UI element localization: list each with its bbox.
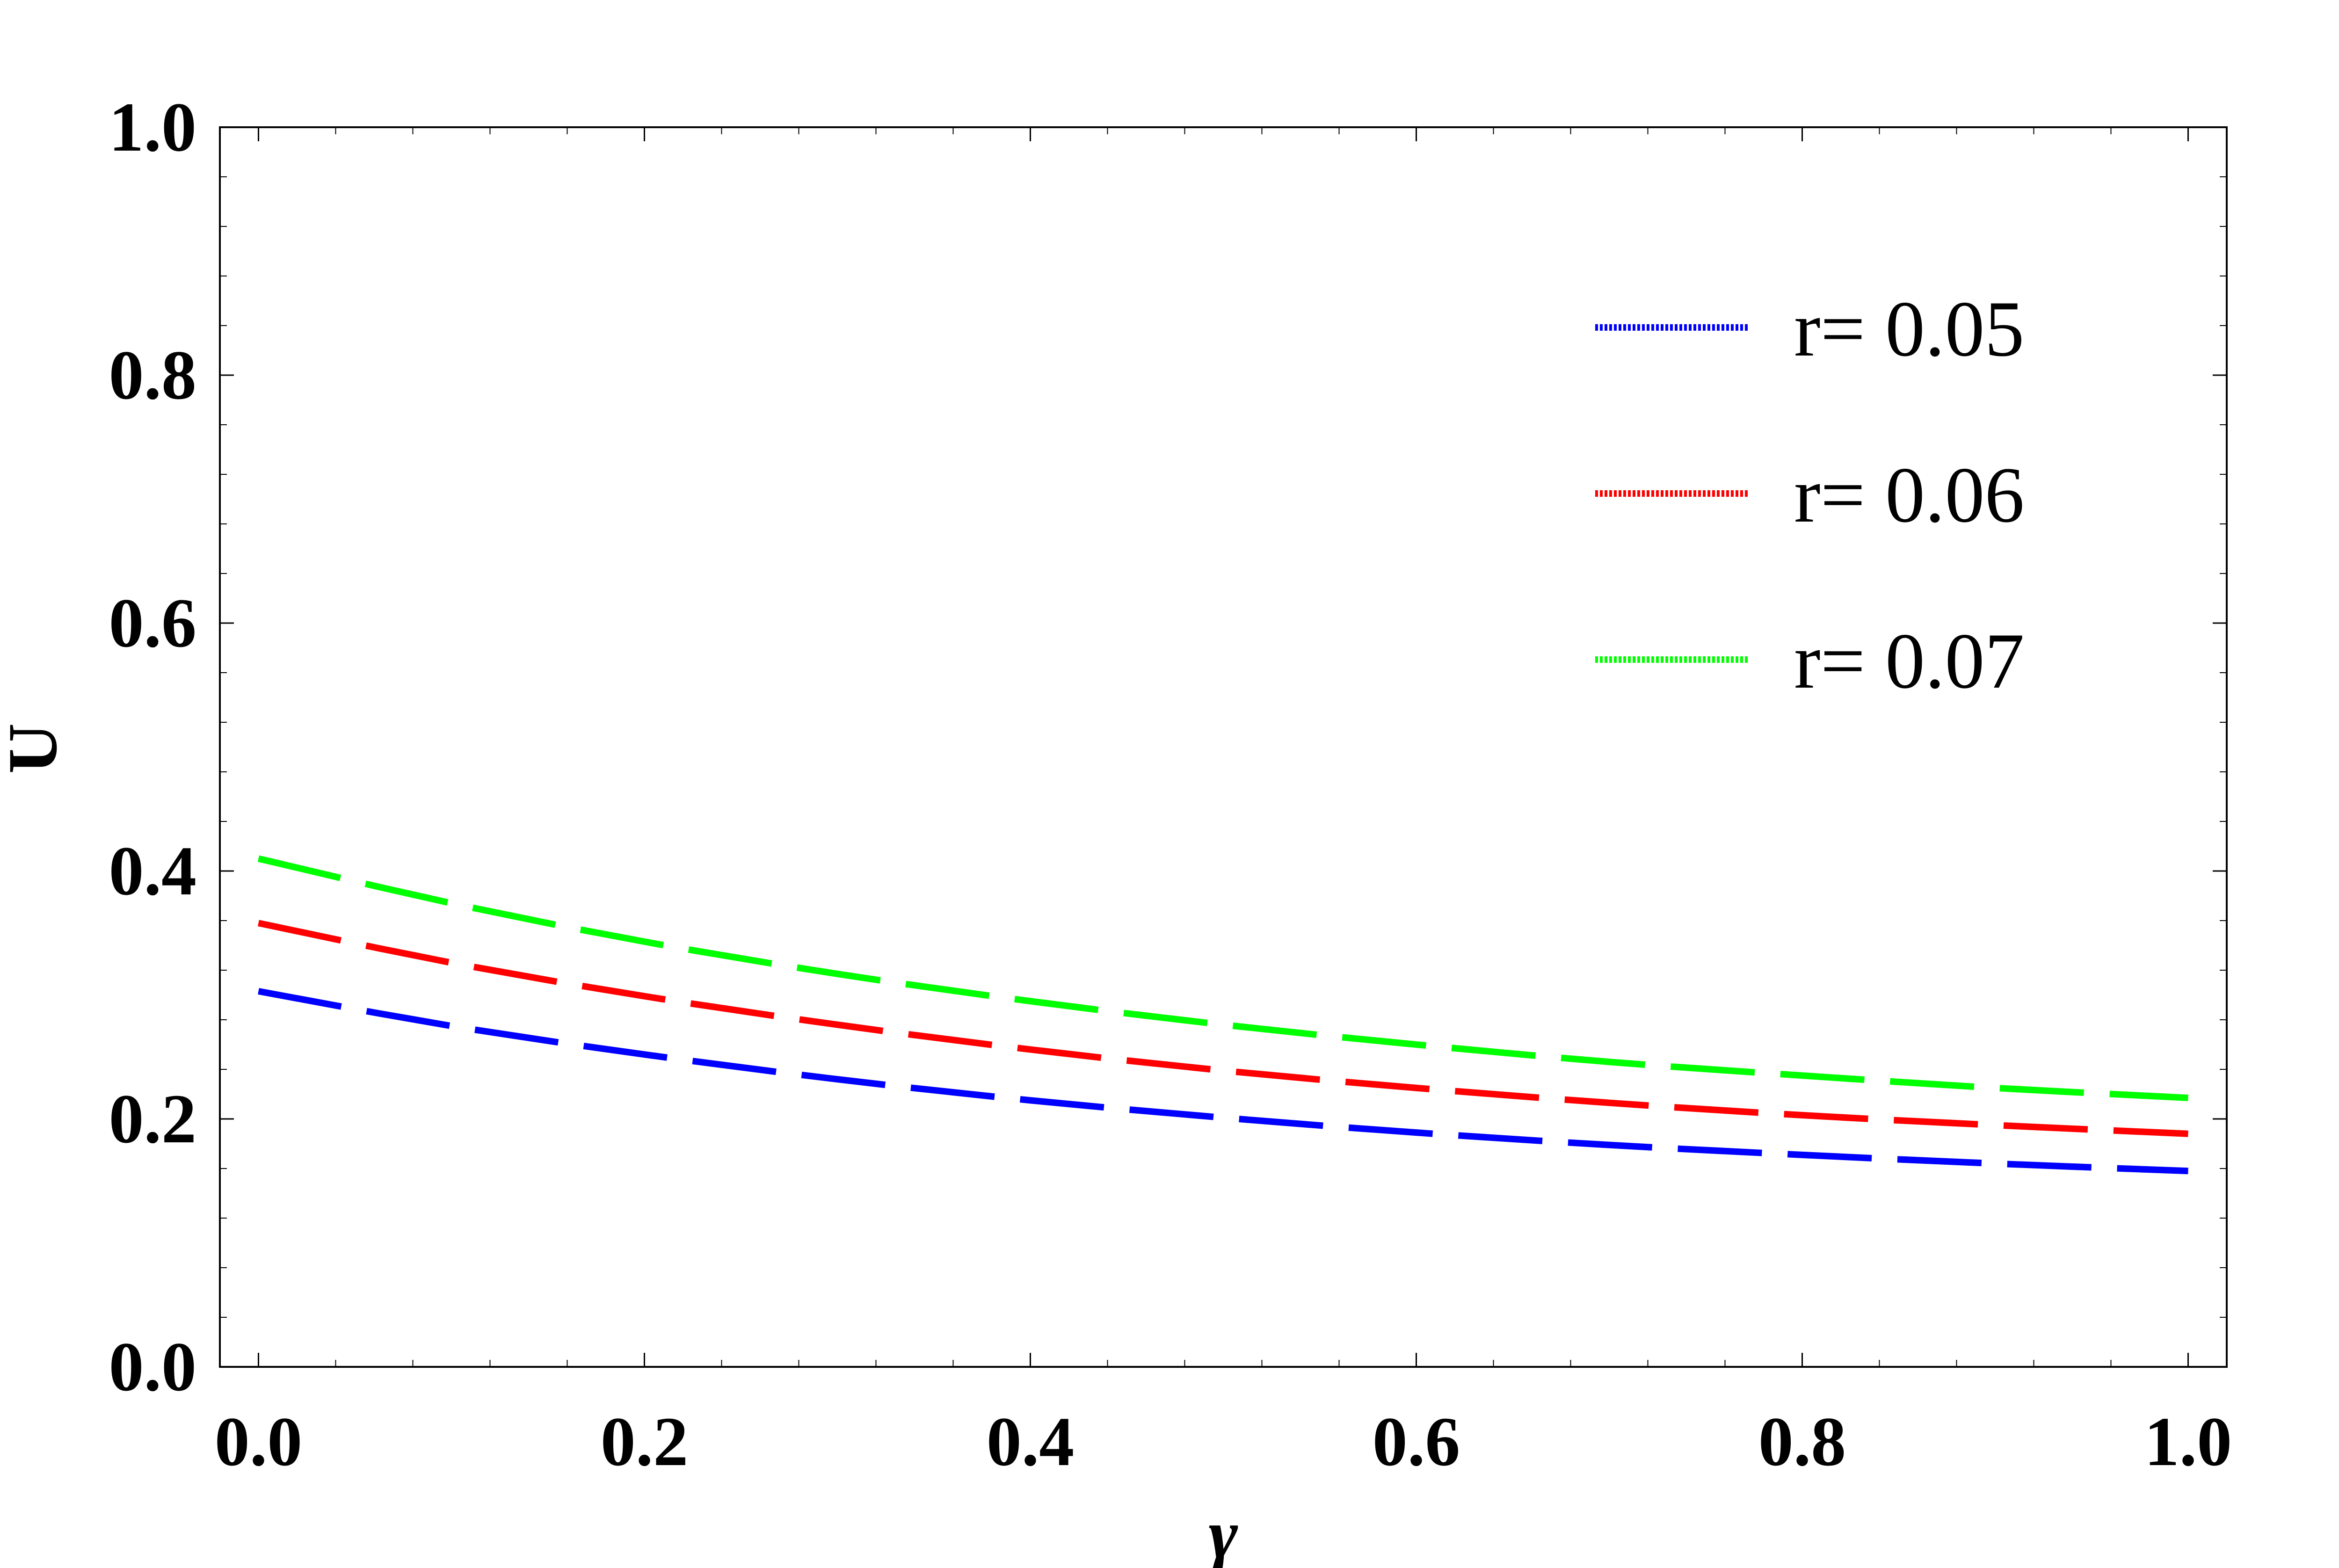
axis-ticks (220, 126, 2227, 1368)
series-line-0 (258, 988, 2188, 1175)
series-lines (257, 855, 2188, 1175)
y-axis-label: U (0, 723, 72, 774)
y-tick-label: 0.6 (109, 584, 197, 662)
series-line-1 (258, 920, 2188, 1137)
y-tick-label: 0.8 (109, 336, 197, 414)
legend-label-2: r= 0.07 (1794, 617, 2025, 705)
legend: r= 0.05 r= 0.06 r= 0.07 (1595, 285, 2025, 705)
y-tick-label: 0.2 (109, 1080, 197, 1158)
y-tick-label: 0.0 (109, 1328, 197, 1406)
y-tick-label: 1.0 (109, 88, 197, 166)
series-line-2 (257, 855, 2188, 1101)
axis-tick-labels: 0.0 0.2 0.4 0.6 0.8 1.0 0.0 0.2 0.4 0.6 0.8 1.0 (109, 88, 2232, 1481)
plot-frame (219, 126, 2228, 1368)
x-tick-label: 0.4 (987, 1403, 1075, 1481)
x-tick-label: 0.2 (601, 1403, 689, 1481)
x-axis-label: γ (1209, 1495, 1238, 1568)
legend-label-0: r= 0.05 (1794, 285, 2025, 373)
x-tick-label: 0.0 (215, 1403, 303, 1481)
x-tick-label: 0.8 (1758, 1403, 1846, 1481)
y-tick-label: 0.4 (109, 832, 197, 910)
legend-label-1: r= 0.06 (1794, 451, 2025, 539)
x-tick-label: 1.0 (2144, 1403, 2232, 1481)
x-tick-label: 0.6 (1373, 1403, 1460, 1481)
